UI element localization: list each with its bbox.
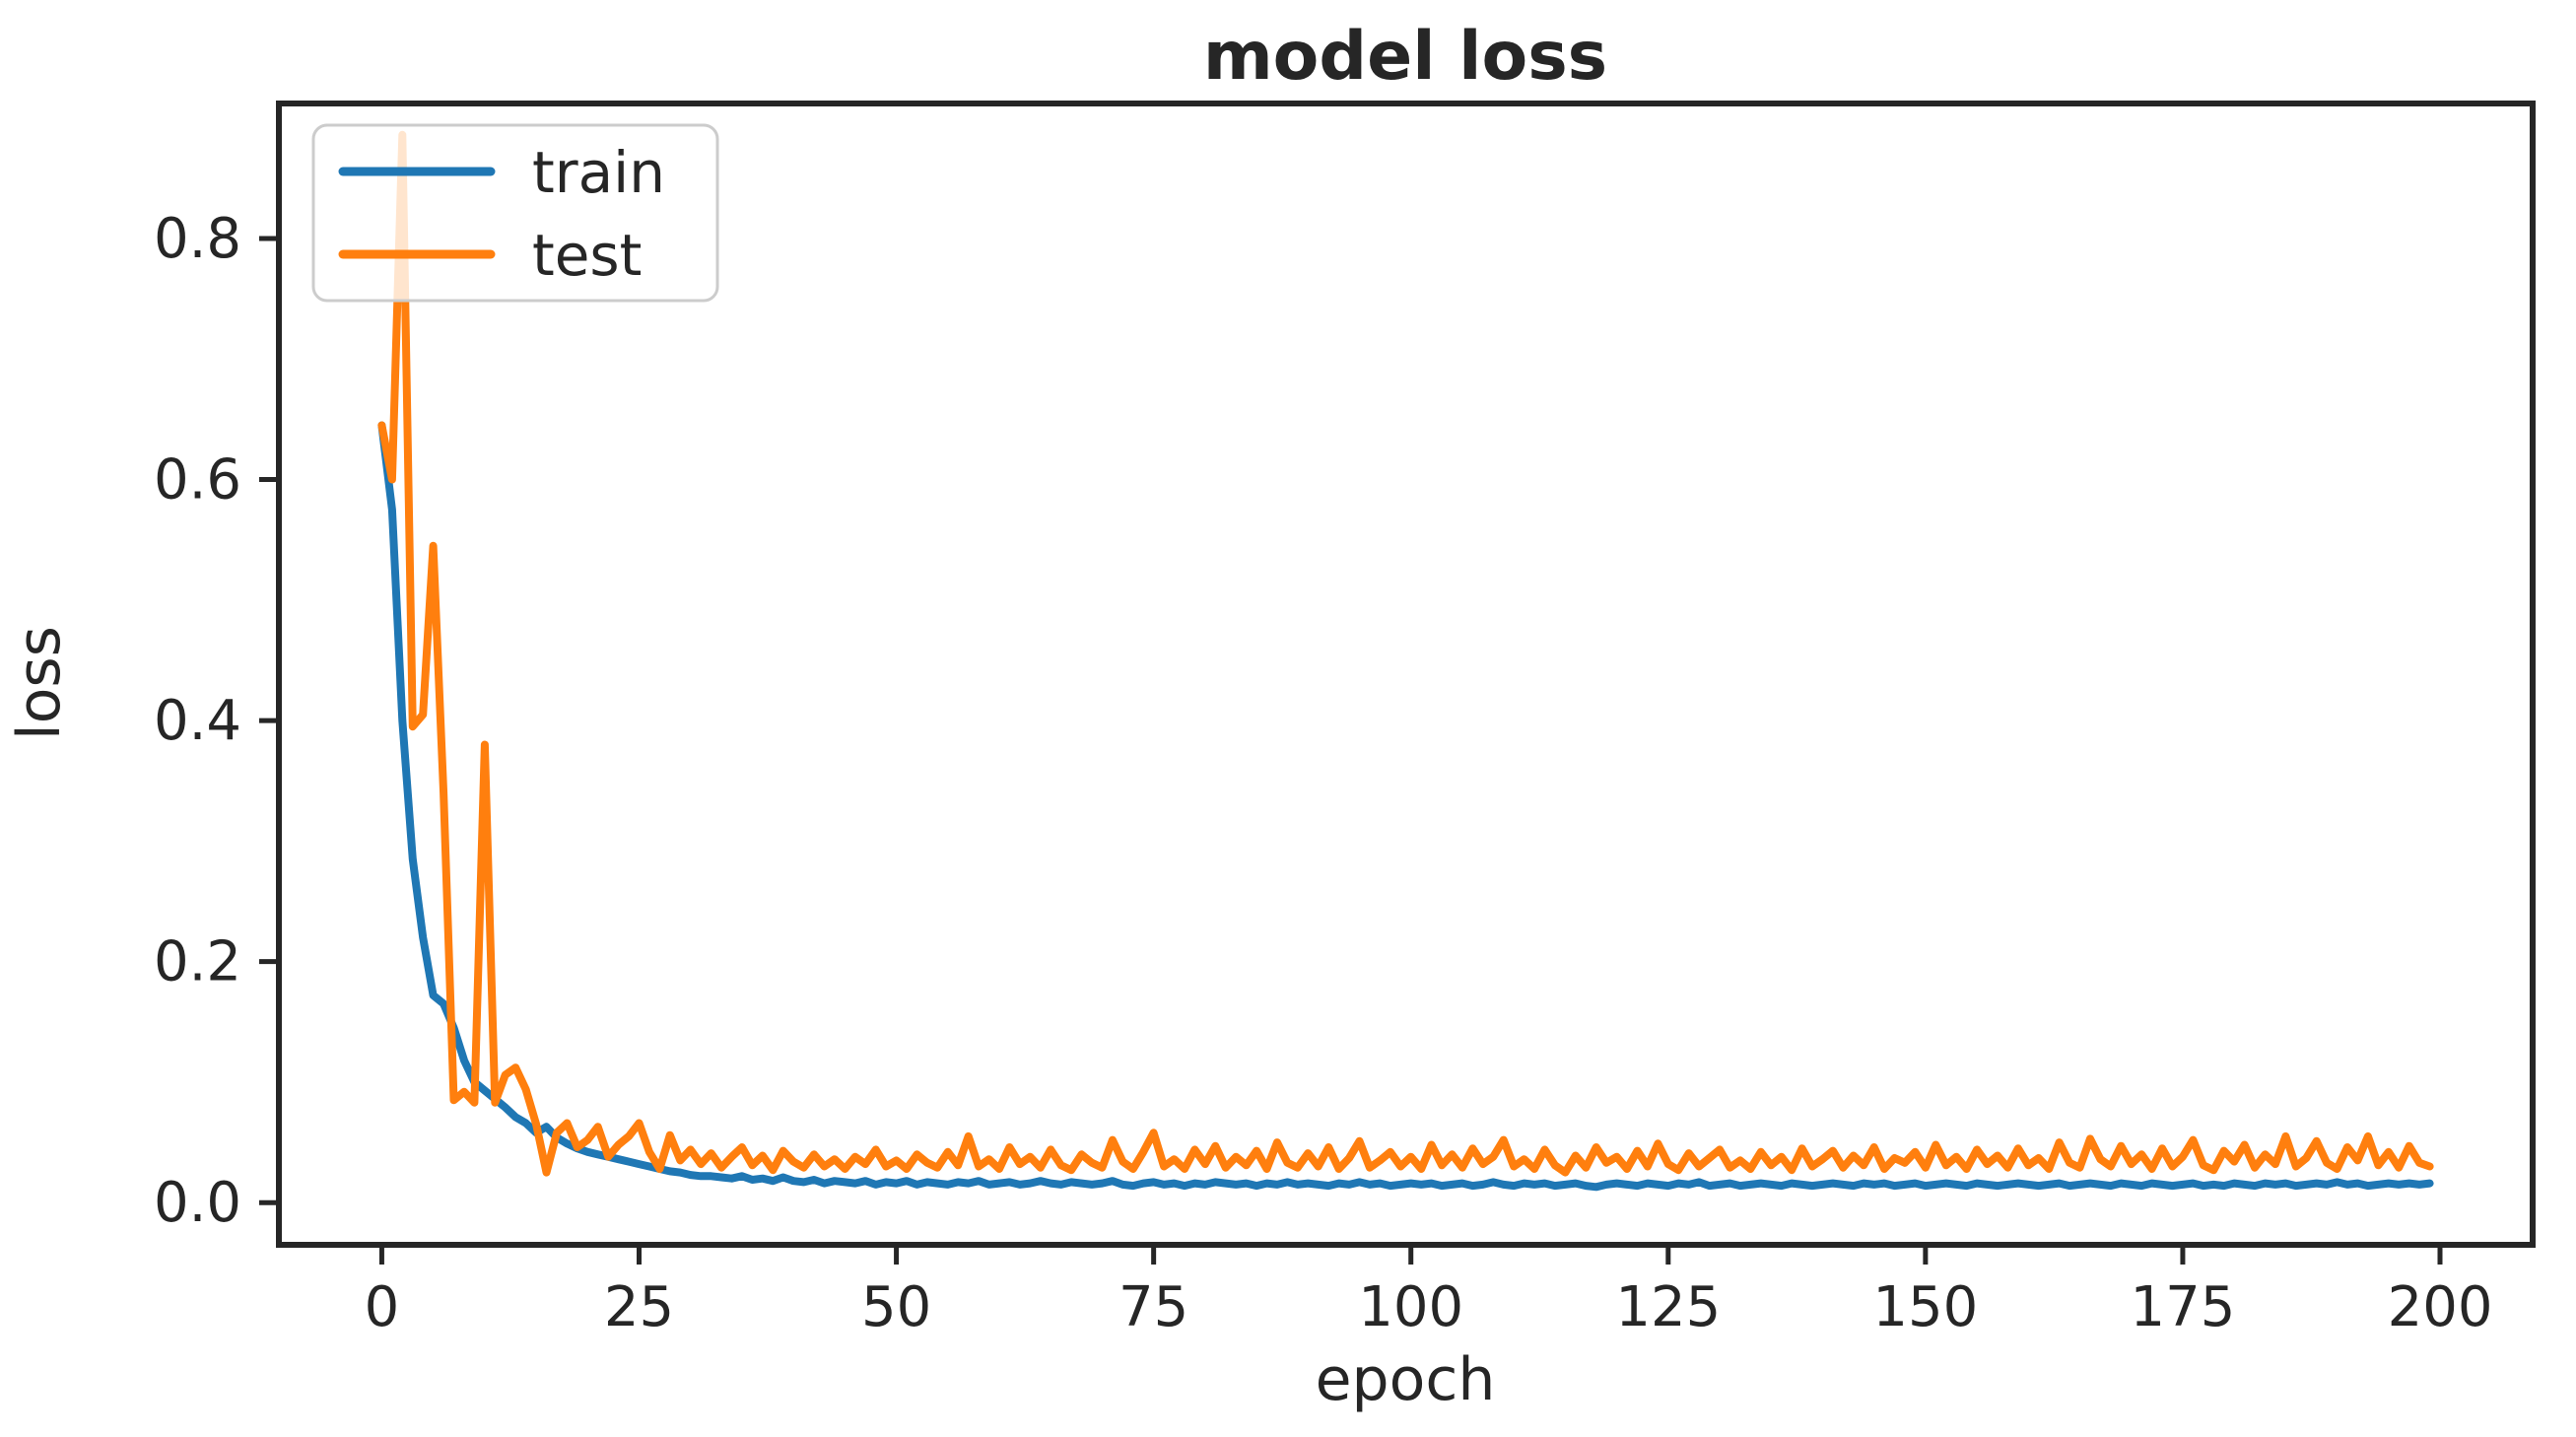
x-tick-label: 100 [1358, 1275, 1463, 1339]
x-axis-label: epoch [1316, 1345, 1496, 1414]
x-tick-label: 150 [1872, 1275, 1978, 1339]
x-tick-label: 0 [365, 1275, 400, 1339]
plot-area: 0 25 50 75 100 125 150 175 200 0.0 0.2 0.4 0.6 0.8 [154, 101, 2536, 1339]
x-tick-label: 75 [1119, 1275, 1188, 1339]
y-tick-label: 0.0 [154, 1171, 241, 1235]
x-tick-label: 125 [1615, 1275, 1721, 1339]
y-tick-label: 0.8 [154, 207, 241, 271]
legend: train test [311, 123, 719, 303]
plot-frame [276, 101, 2536, 1248]
train-line [377, 421, 2434, 1192]
y-tick-label: 0.4 [154, 689, 241, 753]
y-axis-label: loss [5, 626, 74, 740]
y-tick-label: 0.6 [154, 448, 241, 513]
x-tick-label: 50 [861, 1275, 931, 1339]
x-tick-label: 25 [604, 1275, 674, 1339]
legend-label-test: test [532, 222, 642, 289]
test-line [377, 130, 2434, 1177]
legend-label-train: train [532, 139, 665, 206]
y-tick-label: 0.2 [154, 930, 241, 994]
chart-title: model loss [1203, 18, 1607, 96]
x-tick-label: 200 [2388, 1275, 2493, 1339]
x-tick-label: 175 [2130, 1275, 2235, 1339]
